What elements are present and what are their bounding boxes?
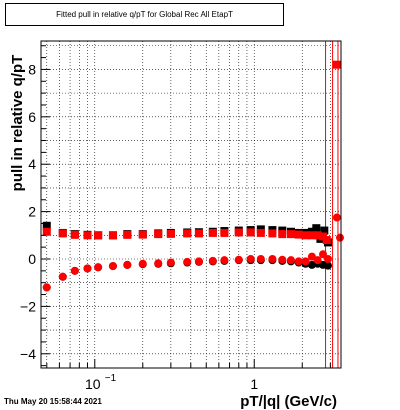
data-point-square xyxy=(208,228,217,237)
data-point-circle xyxy=(58,272,67,281)
data-point-square xyxy=(313,231,322,240)
data-point-circle xyxy=(301,257,310,266)
data-point-circle xyxy=(234,255,243,264)
y-tick-label: 6 xyxy=(28,109,36,125)
data-point-square xyxy=(108,231,117,240)
data-point-circle xyxy=(123,260,132,269)
y-tick-label: −2 xyxy=(20,298,36,314)
data-point-square xyxy=(166,229,175,238)
data-point-square xyxy=(286,230,295,239)
data-point-circle xyxy=(42,283,51,292)
y-tick-label: 0 xyxy=(28,251,36,267)
data-point-square xyxy=(312,224,321,233)
data-point-circle xyxy=(194,257,203,266)
grid xyxy=(41,41,341,368)
data-point-circle xyxy=(319,250,328,259)
data-point-square xyxy=(70,230,79,239)
data-point-square xyxy=(278,230,287,239)
data-point-square xyxy=(83,231,92,240)
data-point-circle xyxy=(323,261,332,270)
data-point-circle xyxy=(94,263,103,272)
data-point-circle xyxy=(166,258,175,267)
data-point-square xyxy=(42,227,51,236)
data-point-circle xyxy=(268,255,277,263)
data-point-square xyxy=(234,228,243,237)
data-point-square xyxy=(220,228,229,237)
y-tick-label: 8 xyxy=(28,61,36,77)
data-point-square xyxy=(332,60,341,69)
data-point-circle xyxy=(208,256,217,265)
data-point-circle xyxy=(286,256,295,265)
data-point-circle xyxy=(294,257,303,266)
chart-title-box: Fitted pull in relative q/pT for Global … xyxy=(5,3,284,26)
vertical-lines xyxy=(325,41,339,368)
data-point-square xyxy=(246,228,255,237)
data-point-square xyxy=(268,229,277,238)
data-point-circle xyxy=(256,255,265,263)
data-point-circle xyxy=(154,259,163,268)
data-point-square xyxy=(307,231,316,240)
data-point-square xyxy=(294,230,303,239)
data-point-square xyxy=(94,231,103,240)
data-point-circle xyxy=(323,255,332,263)
data-point-circle xyxy=(183,257,192,266)
data-point-square xyxy=(58,229,67,238)
y-tick-label: 4 xyxy=(28,156,36,172)
y-tick-label: −4 xyxy=(20,346,36,362)
data-point-square xyxy=(320,226,329,235)
axis-ticks: −4 −2 0 2 4 6 8 10 −1 1 xyxy=(20,45,331,392)
data-point-circle xyxy=(313,256,322,265)
data-point-square xyxy=(154,230,163,239)
data-point-square xyxy=(42,221,51,230)
data-point-circle xyxy=(332,213,341,222)
data-point-square xyxy=(183,229,192,238)
data-point-circle xyxy=(220,256,229,265)
data-point-circle xyxy=(278,255,287,264)
data-point-circle xyxy=(336,233,345,242)
data-point-square xyxy=(138,230,147,239)
data-point-circle xyxy=(246,255,255,263)
y-axis-label: pull in relative q/pT xyxy=(9,55,26,192)
footer-date: Thu May 20 15:58:44 2021 xyxy=(4,397,102,406)
x-tick-label: 10 xyxy=(85,376,101,392)
data-points xyxy=(42,60,345,292)
data-point-circle xyxy=(138,259,147,268)
data-point-square xyxy=(194,229,203,238)
data-point-square xyxy=(322,236,331,245)
data-point-square xyxy=(301,231,310,240)
data-point-circle xyxy=(70,266,79,275)
data-point-square xyxy=(123,230,132,239)
data-point-square xyxy=(256,228,265,237)
data-point-circle xyxy=(307,252,316,261)
data-point-circle xyxy=(83,264,92,273)
y-tick-label: 2 xyxy=(28,204,36,220)
x-axis-label: pT/|q| (GeV/c) xyxy=(240,393,337,410)
data-point-circle xyxy=(108,262,117,271)
x-tick-label: 1 xyxy=(250,376,258,392)
plot-frame xyxy=(40,40,342,369)
x-tick-label-exponent: −1 xyxy=(105,373,117,384)
chart-title: Fitted pull in relative q/pT for Global … xyxy=(56,10,233,19)
